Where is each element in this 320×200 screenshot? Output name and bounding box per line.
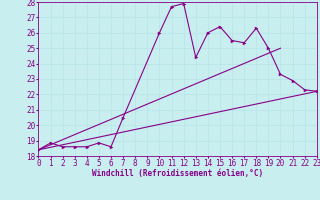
X-axis label: Windchill (Refroidissement éolien,°C): Windchill (Refroidissement éolien,°C)	[92, 169, 263, 178]
